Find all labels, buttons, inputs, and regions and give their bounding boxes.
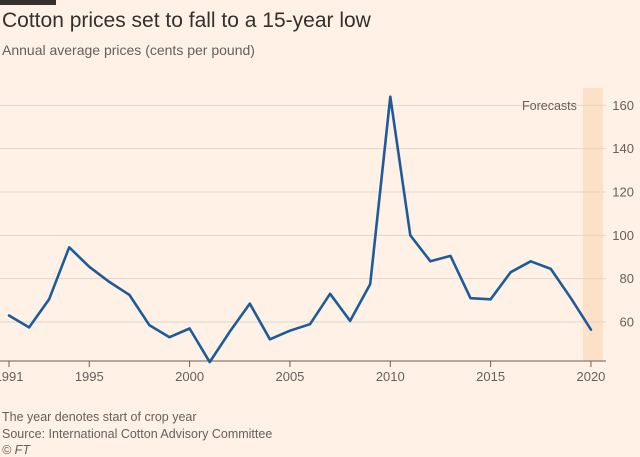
x-axis-labels: 1991 1995 2000 2005 2010 2015 2020 (0, 369, 605, 384)
forecast-band (582, 88, 603, 361)
data-point-2017 (530, 260, 532, 262)
line-chart: 60 80 100 120 140 160 1991 1995 2000 2005 2010 201… (0, 88, 634, 384)
data-point-2006 (309, 323, 311, 325)
data-point-1993 (48, 298, 50, 300)
data-points (8, 95, 592, 363)
y-tick-label: 140 (612, 141, 634, 156)
data-point-2003 (249, 302, 251, 304)
data-point-1994 (68, 246, 70, 248)
source-note: Source: International Cotton Advisory Co… (2, 427, 273, 441)
data-point-2018 (550, 268, 552, 270)
x-axis-ticks (8, 361, 592, 367)
y-tick-label: 80 (620, 271, 634, 286)
data-point-2014 (469, 297, 471, 299)
data-point-2013 (449, 255, 451, 257)
data-point-2015 (489, 298, 491, 300)
brand-bar (0, 0, 56, 5)
data-point-2008 (349, 320, 351, 322)
data-point-2001 (208, 361, 210, 363)
data-point-2020 (590, 328, 592, 330)
x-tick-label: 1995 (75, 369, 104, 384)
y-tick-label: 60 (620, 315, 634, 330)
data-point-2019 (570, 297, 572, 299)
ft-credit: © FT (2, 443, 30, 457)
y-tick-label: 120 (612, 185, 634, 200)
data-point-2011 (409, 234, 411, 236)
crop-year-note: The year denotes start of crop year (2, 410, 197, 424)
data-point-1999 (168, 336, 170, 338)
data-point-2004 (269, 338, 271, 340)
data-point-2005 (289, 329, 291, 331)
data-point-1995 (88, 266, 90, 268)
data-point-1992 (28, 326, 30, 328)
data-point-2012 (429, 260, 431, 262)
forecast-label: Forecasts (522, 99, 577, 113)
data-point-1997 (128, 294, 130, 296)
price-line (7, 95, 593, 364)
data-point-2010 (389, 95, 391, 97)
x-tick-label: 2000 (175, 369, 204, 384)
data-point-1991 (8, 314, 10, 316)
data-point-1998 (148, 324, 150, 326)
data-point-2000 (188, 327, 190, 329)
y-axis-labels: 60 80 100 120 140 160 (612, 98, 634, 330)
chart-title: Cotton prices set to fall to a 15-year l… (2, 9, 371, 32)
gridlines (0, 104, 606, 323)
data-point-1996 (108, 281, 110, 283)
chart-subtitle: Annual average prices (cents per pound) (2, 42, 255, 58)
x-tick-label: 2010 (376, 369, 405, 384)
data-point-2007 (329, 293, 331, 295)
y-tick-label: 160 (612, 98, 634, 113)
data-point-2002 (229, 331, 231, 333)
data-point-2016 (509, 271, 511, 273)
x-tick-label: 2020 (576, 369, 605, 384)
data-point-2009 (369, 283, 371, 285)
x-tick-label: 2005 (275, 369, 304, 384)
x-tick-label: 1991 (0, 369, 23, 384)
x-tick-label: 2015 (476, 369, 505, 384)
y-tick-label: 100 (612, 228, 634, 243)
